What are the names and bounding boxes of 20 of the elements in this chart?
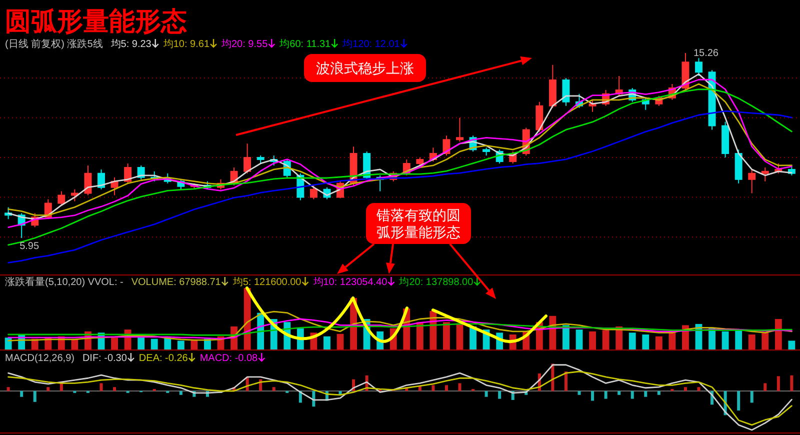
text: VOLUME: 67988.71 <box>131 277 222 288</box>
annotation: 错落有致的圆弧形量能形态 <box>376 208 460 242</box>
chart-title: MACD(12,26,9) <box>5 353 74 364</box>
text: 15.26 <box>693 48 719 59</box>
legend-label: 均20: 9.55 <box>220 38 268 50</box>
legend-label: 均5: 9.23 <box>110 38 152 50</box>
legend-label: 均5: 121600.00 <box>232 276 302 288</box>
legend-label: 均20: 137898.00 <box>398 276 474 288</box>
chart-title: 圆弧形量能形态 <box>5 7 187 37</box>
legend-label: DEA: -0.26 <box>138 353 188 364</box>
chart-title: 涨跌看量(5,10,20) VVOL: - <box>5 276 124 288</box>
annotation: 波浪式稳步上涨 <box>316 61 414 78</box>
series-label: MACD: -0.08 <box>200 353 258 364</box>
legend-label: 均120: 12.01 <box>342 38 400 50</box>
legend-label: 均10: 9.61 <box>162 38 210 50</box>
legend-label: DIF: -0.30 <box>82 353 128 364</box>
legend-label: 均60: 11.31 <box>278 38 332 50</box>
text: 5.95 <box>20 241 40 252</box>
chart-subtitle: (日线 前复权) 涨跌5线 <box>5 38 103 50</box>
legend-label: 均10: 123054.40 <box>312 276 388 288</box>
